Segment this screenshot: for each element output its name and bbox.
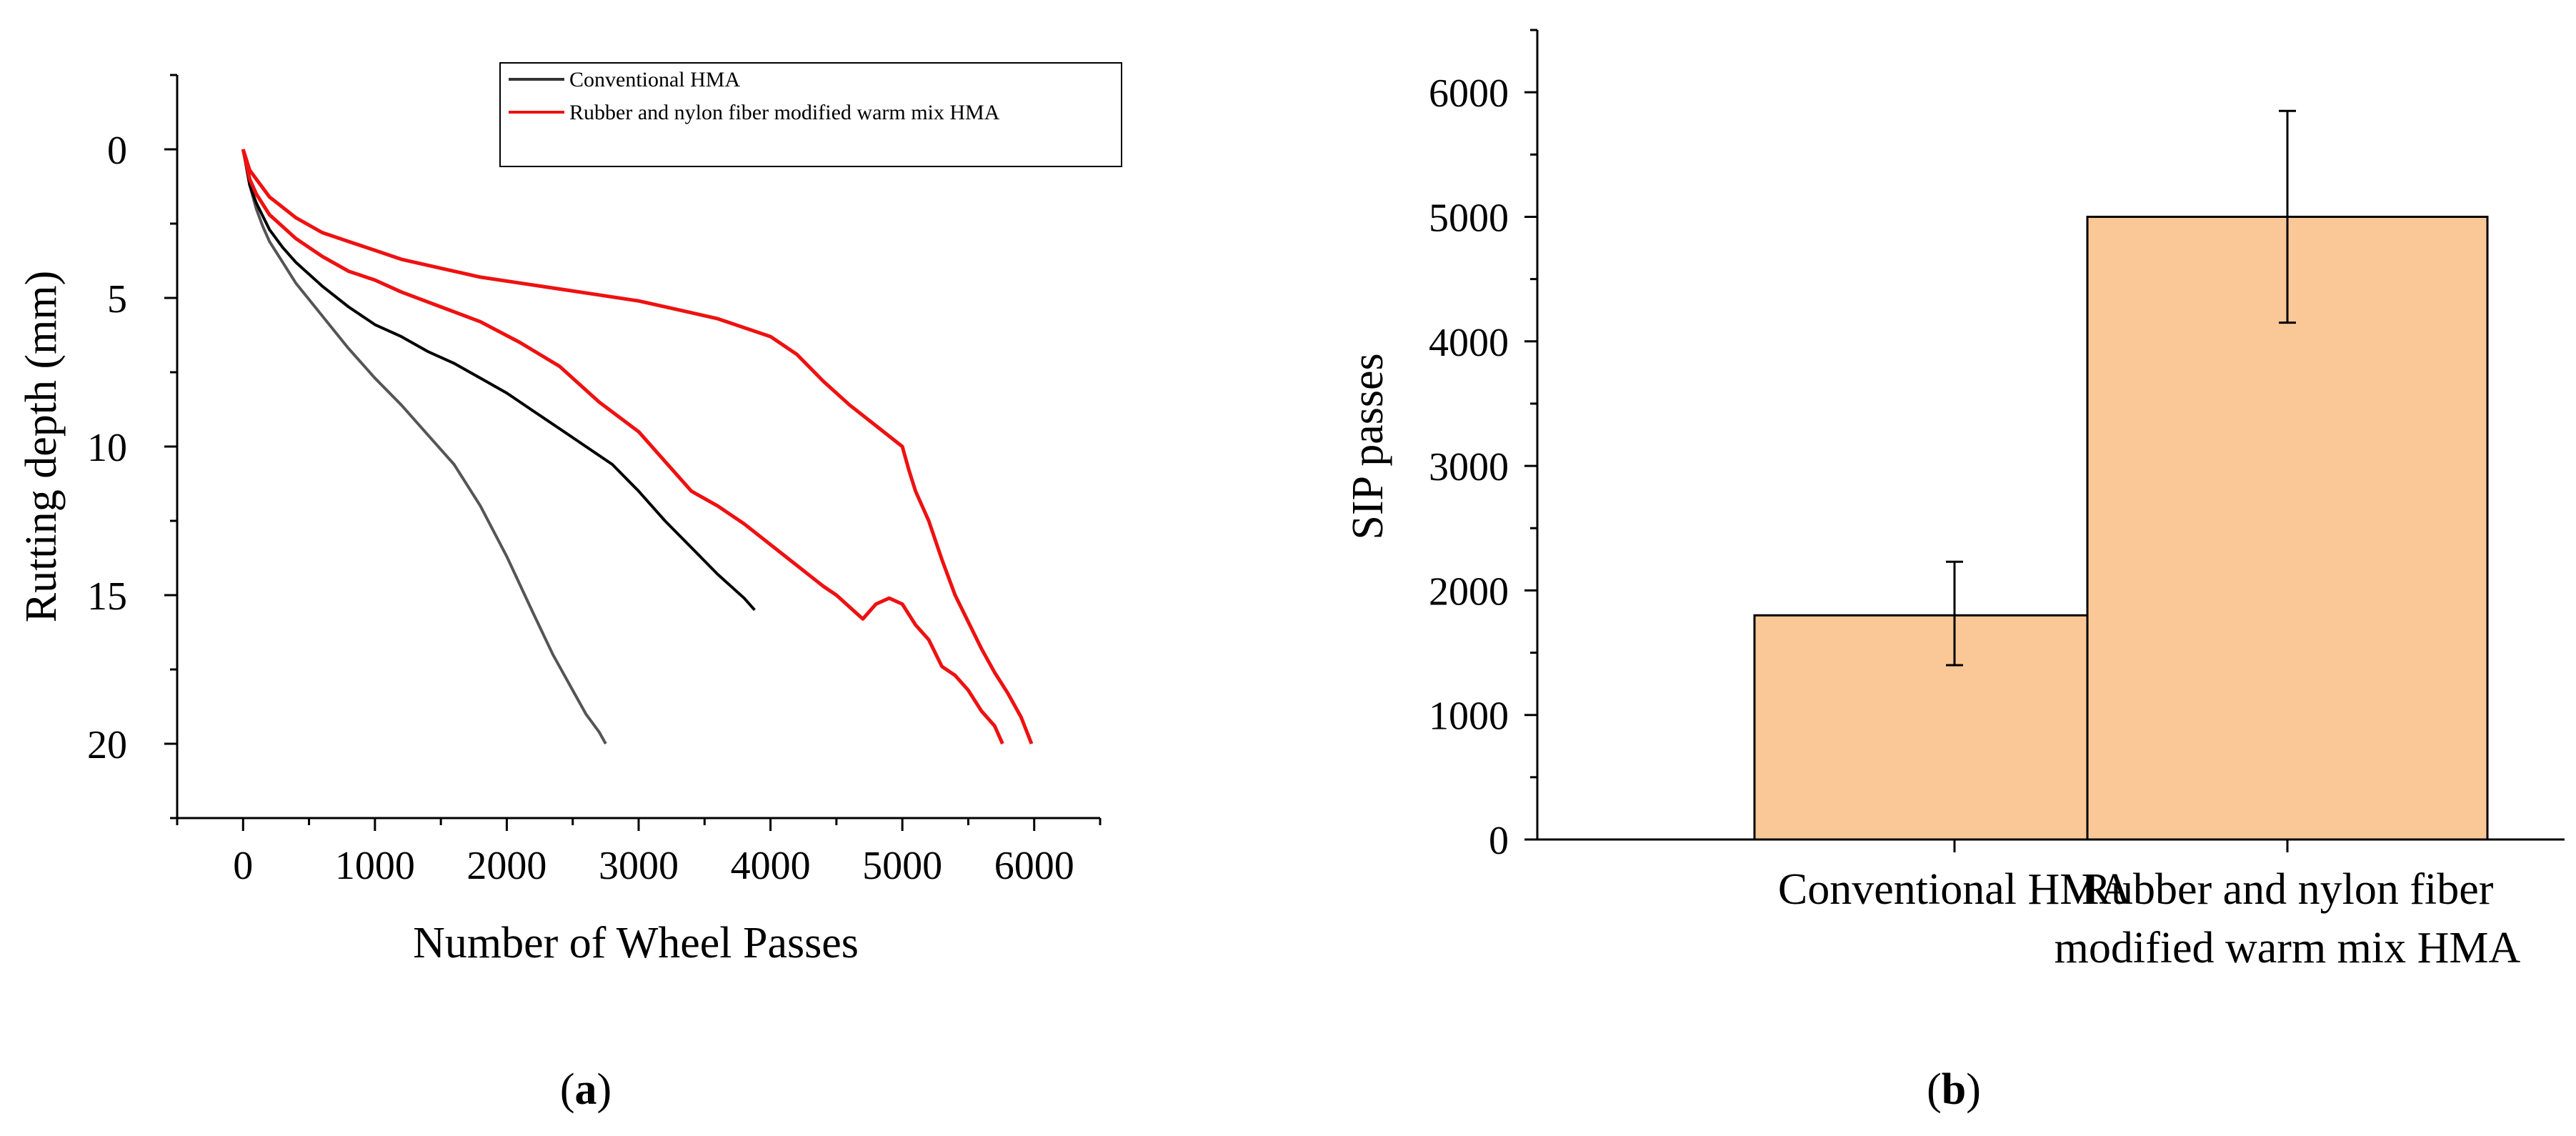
y-axis-ticks: 0 1000 2000 3000 4000 5000 6000 [1429, 29, 1537, 863]
y-axis-ticks: 0 5 10 15 20 [87, 74, 177, 819]
legend-box [499, 62, 1122, 167]
bars [1753, 109, 2489, 841]
y-tick-label: 15 [87, 574, 127, 619]
legend-label-conventional: Conventional HMA [569, 68, 740, 91]
legend-label-modified: Rubber and nylon fiber modified warm mix… [569, 101, 1000, 124]
series-lines [241, 149, 1034, 745]
y-tick-label: 4000 [1429, 321, 1509, 365]
y-tick-label: 1000 [1429, 694, 1509, 739]
x-tick-label: 5000 [862, 844, 942, 888]
y-tick-label: 0 [107, 129, 127, 173]
panel-label-b: (b) [1927, 1065, 1981, 1114]
series-line-1 [241, 149, 607, 744]
category-label: modified warm mix HMA [2055, 924, 2521, 972]
series-line-4 [241, 149, 1034, 744]
x-tick-label: 0 [233, 844, 253, 888]
y-tick-label: 20 [87, 723, 127, 767]
x-tick-label: 1000 [335, 844, 415, 888]
y-tick-label: 6000 [1429, 71, 1509, 116]
x-tick-label: 2000 [466, 844, 546, 888]
y-tick-label: 10 [87, 426, 127, 470]
rutting-depth-chart: 0 5 10 15 20 0 1000 2000 3000 4000 5000 6000 Rutti… [17, 62, 1122, 1114]
x-tick-label: 4000 [731, 844, 811, 888]
category-label: Rubber and nylon fiber [2082, 865, 2494, 914]
x-axis-ticks: 0 1000 2000 3000 4000 5000 6000 [176, 818, 1102, 888]
x-tick-label: 3000 [599, 844, 679, 888]
series-line-2 [241, 149, 756, 612]
y-tick-label: 3000 [1429, 445, 1509, 489]
series-line-3 [241, 149, 1004, 745]
y-tick-label: 2000 [1429, 569, 1509, 614]
sip-passes-chart: 0 1000 2000 3000 4000 5000 6000 Conventional H… [1344, 29, 2565, 1114]
y-axis-title: Rutting depth (mm) [17, 271, 66, 623]
y-tick-label: 5000 [1429, 196, 1509, 240]
x-axis-title: Number of Wheel Passes [413, 919, 859, 967]
y-axis-title: SIP passes [1344, 353, 1392, 539]
legend: Conventional HMA Rubber and nylon fiber … [499, 62, 1122, 167]
panel-label-a: (a) [560, 1065, 611, 1114]
category-label: Conventional HMA [1778, 865, 2131, 914]
y-tick-label: 0 [1489, 819, 1509, 863]
x-tick-label: 6000 [994, 844, 1074, 888]
y-tick-label: 5 [107, 277, 127, 322]
